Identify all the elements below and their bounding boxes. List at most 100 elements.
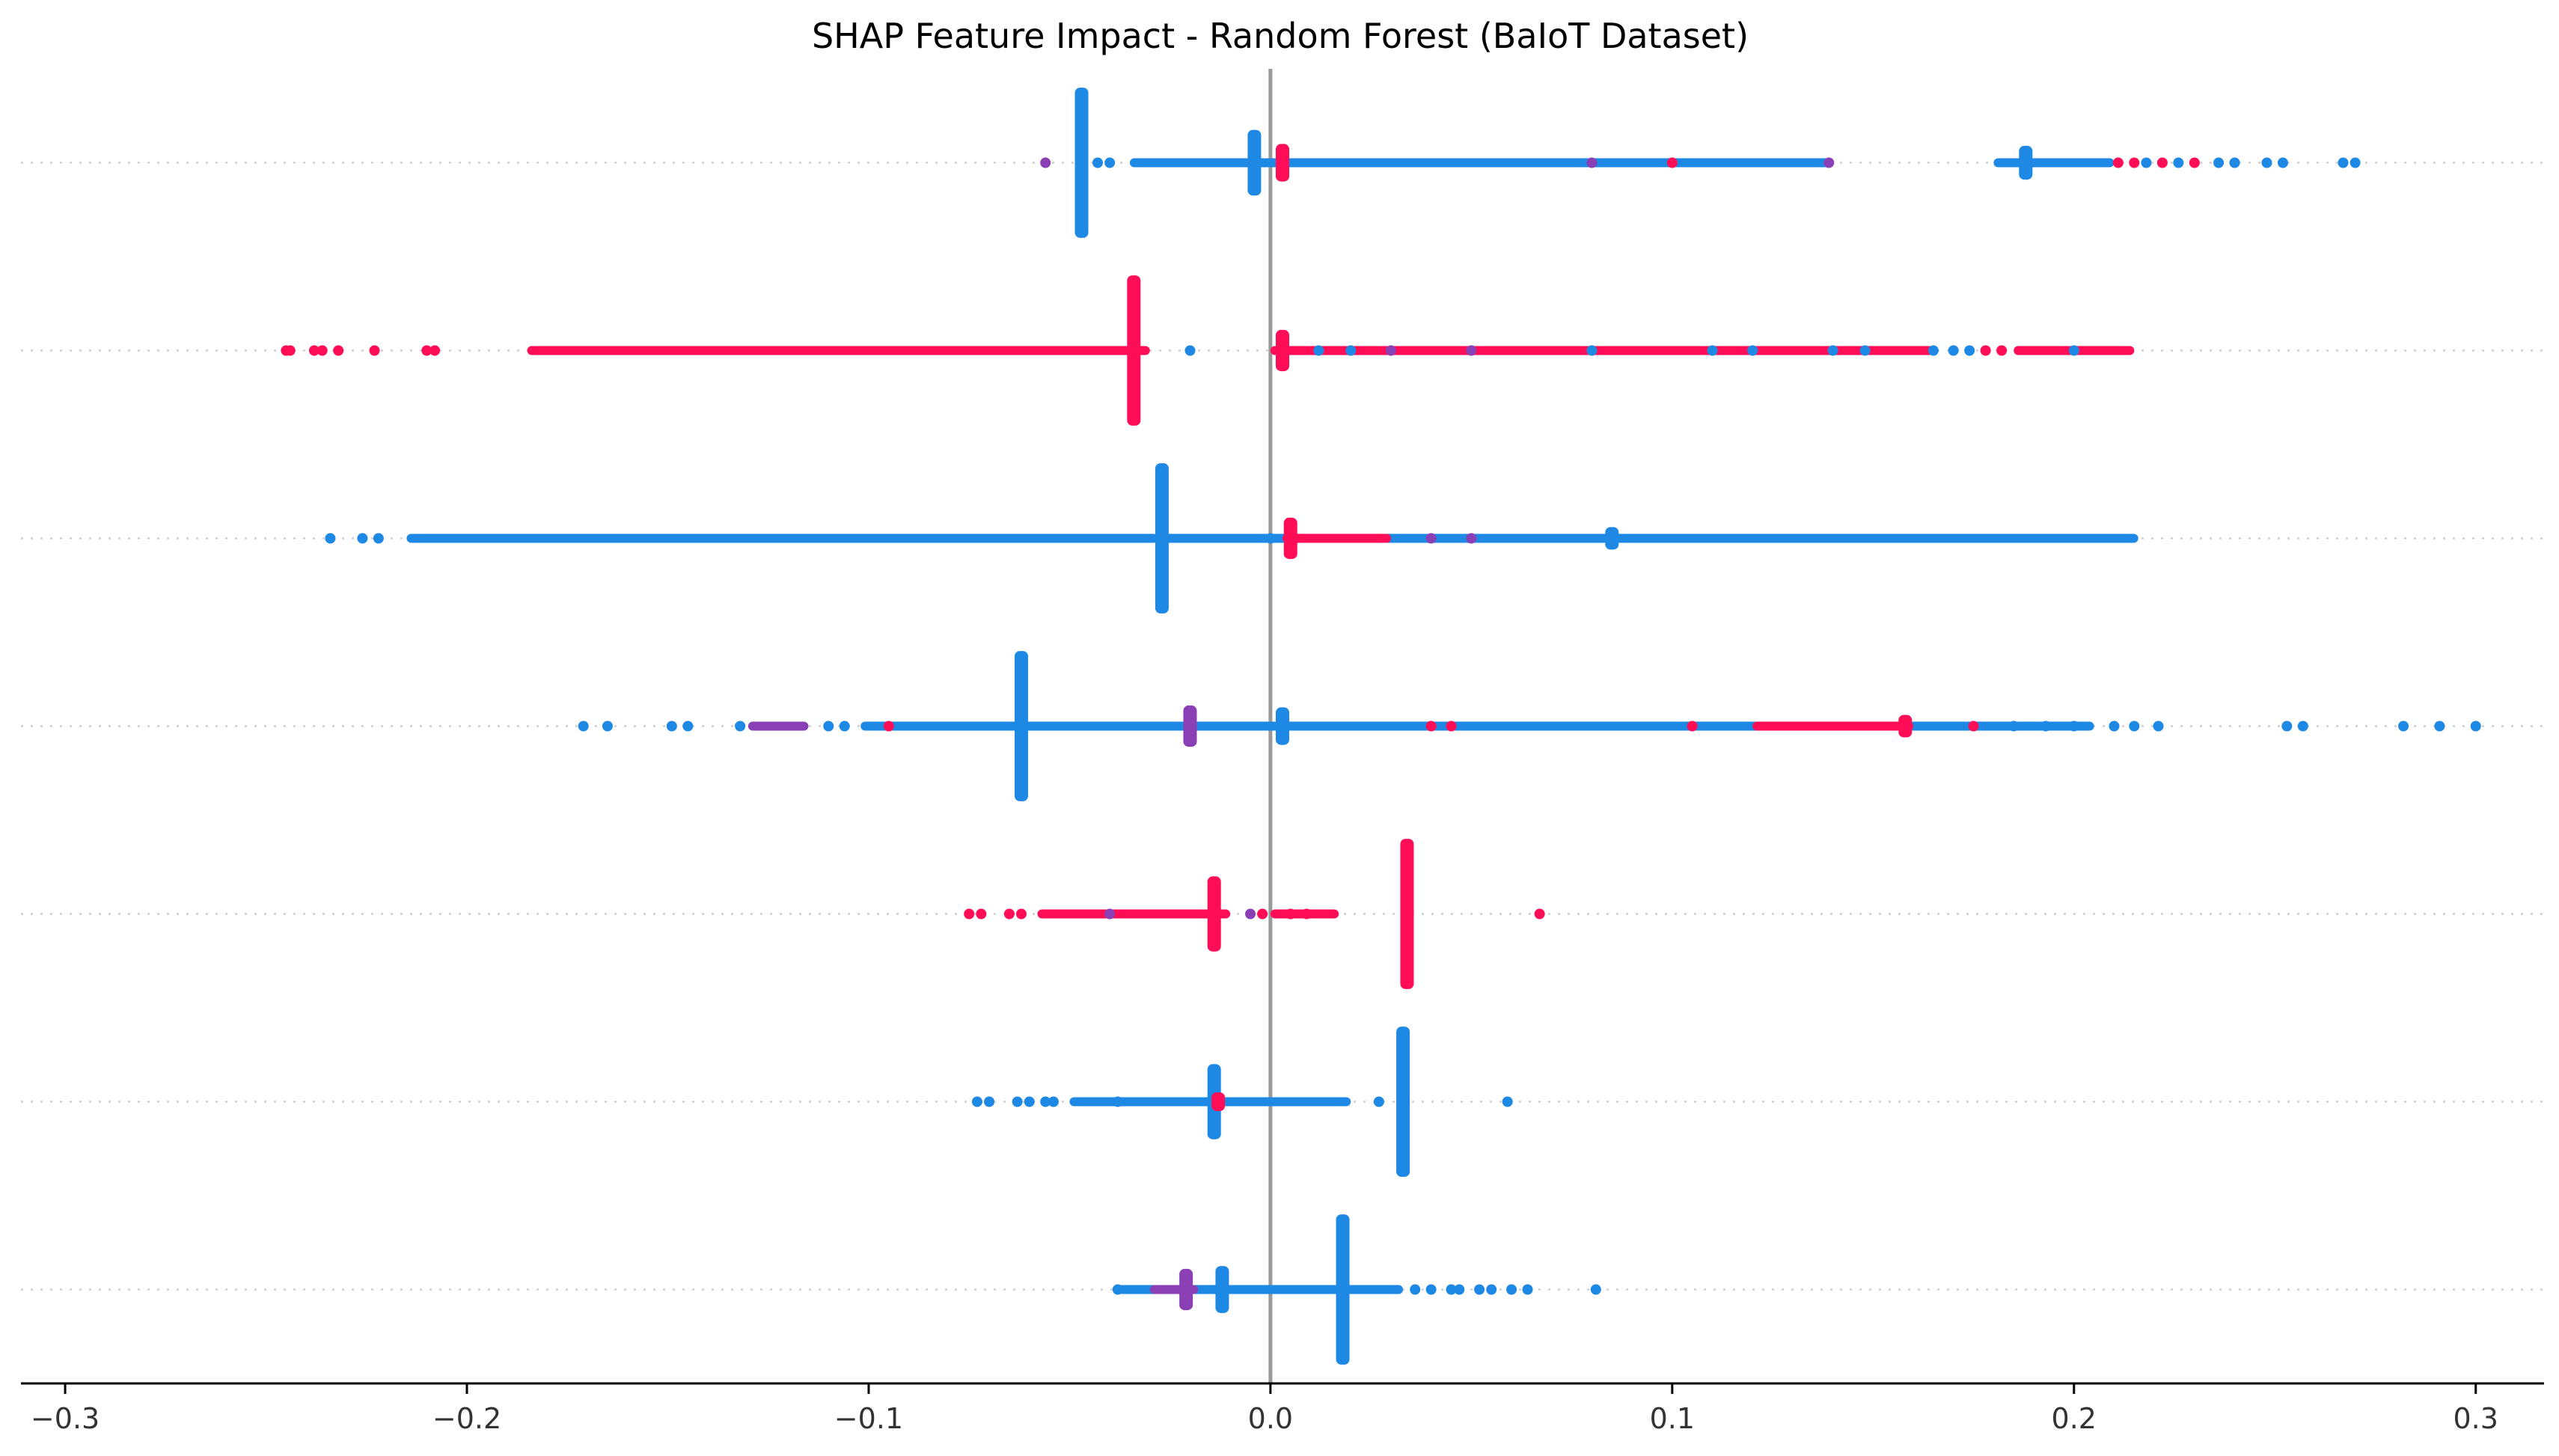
data-point-1-18: [2349, 157, 2361, 168]
data-point-2-8: [429, 345, 441, 356]
data-point-3-3: [373, 533, 384, 544]
data-point-1-13: [2213, 157, 2225, 168]
data-point-1-10: [2156, 157, 2168, 168]
data-point-2-11: [1345, 345, 1357, 356]
data-point-5-8: [1285, 908, 1296, 920]
data-point-4-15: [2068, 721, 2079, 732]
data-point-2-4: [317, 345, 328, 356]
point-band-2-1: [527, 346, 1150, 355]
data-point-2-10: [1313, 345, 1324, 356]
point-cluster-3-2: [1283, 517, 1297, 560]
feature-row-1: [1040, 88, 2361, 238]
data-point-6-2: [984, 1096, 995, 1107]
point-band-2-2: [1270, 346, 1933, 355]
data-point-4-21: [2398, 721, 2409, 732]
data-point-5-9: [1301, 908, 1312, 920]
data-point-6-3: [1012, 1096, 1023, 1107]
point-cluster-5-1: [1207, 876, 1221, 952]
data-point-4-7: [839, 721, 850, 732]
point-band-4-2: [747, 721, 809, 731]
data-point-7-3: [1425, 1284, 1437, 1295]
point-cluster-6-3: [1211, 1092, 1226, 1112]
data-point-2-14: [1586, 345, 1598, 356]
point-band-1-2: [1993, 158, 2115, 168]
data-point-2-7: [421, 345, 432, 356]
point-cluster-6-2: [1396, 1027, 1410, 1177]
data-point-1-4: [1586, 157, 1598, 168]
data-point-1-3: [1104, 157, 1116, 168]
data-point-4-23: [2470, 721, 2481, 732]
data-point-2-18: [1859, 345, 1871, 356]
data-point-3-1: [325, 533, 336, 544]
data-point-4-17: [2129, 721, 2140, 732]
point-cluster-4-2: [1183, 705, 1197, 747]
data-point-1-2: [1092, 157, 1104, 168]
x-axis: −0.3 −0.2 −0.1 0.0 0.1 0.2 0.3: [21, 1382, 2544, 1435]
data-point-4-1: [578, 721, 589, 732]
point-band-3-1: [406, 533, 1158, 543]
point-cluster-3-1: [1155, 463, 1169, 614]
point-cluster-1-2: [1247, 129, 1262, 196]
data-point-5-2: [976, 908, 987, 920]
data-point-4-14: [2040, 721, 2052, 732]
data-point-4-20: [2297, 721, 2308, 732]
data-point-4-10: [1446, 721, 1457, 732]
data-point-4-13: [2008, 721, 2020, 732]
data-points: [281, 88, 2481, 1365]
data-point-4-11: [1687, 721, 1698, 732]
data-point-3-6: [1466, 533, 1477, 544]
data-point-6-5: [1040, 1096, 1051, 1107]
data-point-1-15: [2261, 157, 2272, 168]
data-point-1-5: [1666, 157, 1678, 168]
data-point-4-5: [735, 721, 746, 732]
data-point-7-10: [1590, 1284, 1601, 1295]
data-point-2-3: [308, 345, 320, 356]
x-tick-label-1: −0.3: [31, 1402, 100, 1435]
data-point-4-12: [1968, 721, 1979, 732]
data-point-4-16: [2109, 721, 2120, 732]
data-point-1-12: [2189, 157, 2200, 168]
x-tick-label-4: 0.0: [1248, 1402, 1293, 1435]
data-point-6-1: [971, 1096, 982, 1107]
data-point-2-19: [1927, 345, 1939, 356]
data-point-2-22: [1980, 345, 1991, 356]
x-tick-label-7: 0.3: [2453, 1402, 2498, 1435]
point-cluster-3-3: [1605, 527, 1619, 550]
feature-row-7: [1112, 1214, 1601, 1365]
data-point-5-4: [1015, 908, 1027, 920]
point-cluster-7-1: [1179, 1268, 1193, 1311]
data-point-5-10: [1534, 908, 1545, 920]
point-cluster-1-4: [2019, 145, 2033, 180]
data-point-4-18: [2153, 721, 2164, 732]
data-point-2-15: [1707, 345, 1718, 356]
data-point-4-3: [666, 721, 677, 732]
data-point-6-6: [1048, 1096, 1059, 1107]
data-point-2-6: [369, 345, 380, 356]
data-point-3-4: [1265, 533, 1276, 544]
data-point-7-8: [1506, 1284, 1517, 1295]
point-band-5-1: [1037, 909, 1231, 919]
data-point-2-17: [1827, 345, 1838, 356]
data-point-5-3: [1003, 908, 1015, 920]
data-point-3-5: [1425, 533, 1437, 544]
data-point-2-9: [1184, 345, 1196, 356]
x-tick-label-6: 0.2: [2052, 1402, 2097, 1435]
data-point-1-17: [2338, 157, 2349, 168]
data-point-5-7: [1257, 908, 1268, 920]
feature-row-4: [578, 651, 2481, 801]
data-point-1-6: [1823, 157, 1835, 168]
data-point-2-13: [1466, 345, 1477, 356]
data-point-2-5: [333, 345, 344, 356]
data-point-6-7: [1112, 1096, 1123, 1107]
feature-row-6: [971, 1027, 1513, 1177]
data-point-1-8: [2129, 157, 2140, 168]
point-cluster-1-3: [1276, 144, 1289, 182]
data-point-1-7: [2112, 157, 2124, 168]
data-point-2-20: [1948, 345, 1959, 356]
point-cluster-4-1: [1014, 651, 1028, 801]
point-cluster-2-1: [1127, 275, 1141, 426]
point-band-4-3: [1752, 721, 1913, 731]
x-tick-label-2: −0.2: [432, 1402, 501, 1435]
data-point-7-9: [1522, 1284, 1533, 1295]
